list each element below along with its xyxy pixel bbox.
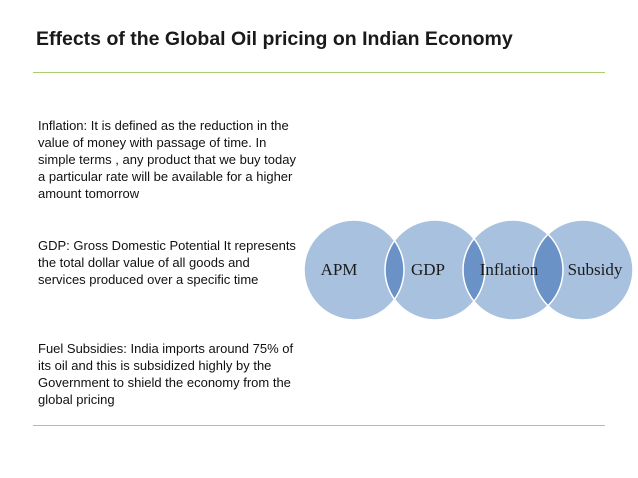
venn-circle-subsidy: [533, 220, 633, 320]
venn-circle-apm: [304, 220, 404, 320]
inflation-paragraph: Inflation: It is defined as the reductio…: [38, 118, 296, 201]
venn-label-apm: APM: [321, 260, 358, 279]
venn-label-subsidy: Subsidy: [568, 260, 623, 279]
gdp-paragraph: GDP: Gross Domestic Potential It represe…: [38, 238, 296, 287]
venn-diagram: APM GDP Inflation Subsidy: [303, 219, 634, 321]
slide-title: Effects of the Global Oil pricing on Ind…: [36, 28, 513, 50]
venn-label-inflation: Inflation: [480, 260, 539, 279]
bottom-divider: [33, 425, 605, 426]
fuel-subsidies-paragraph: Fuel Subsidies: India imports around 75%…: [38, 341, 294, 407]
venn-label-gdp: GDP: [411, 260, 445, 279]
venn-circle-gdp: [385, 220, 485, 320]
venn-circle-inflation: [463, 220, 563, 320]
top-divider: [33, 72, 605, 73]
